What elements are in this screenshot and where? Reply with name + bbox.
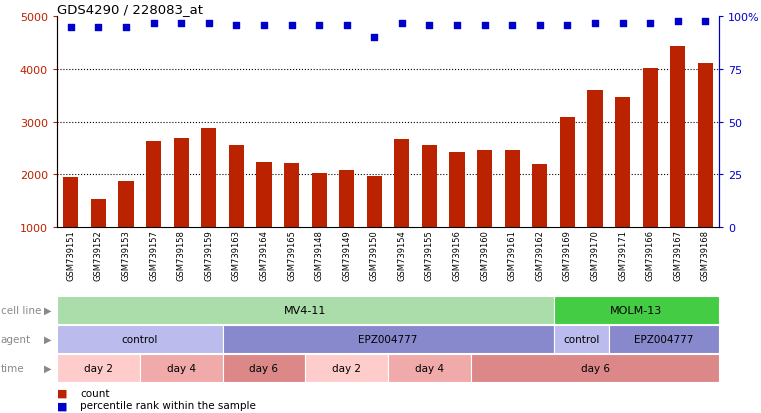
Bar [339,171,355,280]
Text: cell line: cell line [1,305,41,315]
Bar [367,177,382,280]
Point [533,22,546,29]
Bar [642,69,658,280]
Point [368,35,380,42]
Point [644,20,656,27]
Text: day 4: day 4 [167,363,196,373]
Text: MV4-11: MV4-11 [284,305,326,315]
Bar [560,118,575,280]
Point [479,22,491,29]
Text: ▶: ▶ [43,363,51,373]
Point [451,22,463,29]
Bar [532,164,547,280]
Point [506,22,518,29]
Point [341,22,353,29]
Text: EPZ004777: EPZ004777 [358,334,418,344]
Point [202,20,215,27]
Bar [174,139,189,280]
Bar [670,47,686,280]
Text: agent: agent [1,334,31,344]
Bar [587,91,603,280]
Bar [229,145,244,280]
Point [65,24,77,31]
Text: day 6: day 6 [250,363,279,373]
Text: GDS4290 / 228083_at: GDS4290 / 228083_at [57,3,203,16]
Bar [394,140,409,280]
Text: day 4: day 4 [415,363,444,373]
Bar [284,163,299,280]
Text: percentile rank within the sample: percentile rank within the sample [80,400,256,410]
Point [672,18,684,25]
Point [562,22,574,29]
Point [423,22,435,29]
Text: control: control [563,334,600,344]
Bar [615,97,630,280]
Bar [91,199,106,280]
Point [285,22,298,29]
Point [396,20,408,27]
Text: EPZ004777: EPZ004777 [634,334,694,344]
Bar [311,173,326,280]
Point [231,22,243,29]
Bar [256,162,272,280]
Text: time: time [1,363,24,373]
Point [92,24,104,31]
Bar [477,151,492,280]
Text: ■: ■ [57,388,68,398]
Point [699,18,712,25]
Point [589,20,601,27]
Point [616,20,629,27]
Text: day 2: day 2 [333,363,361,373]
Bar [146,142,161,280]
Text: day 2: day 2 [84,363,113,373]
Point [120,24,132,31]
Bar [119,182,134,280]
Text: day 6: day 6 [581,363,610,373]
Bar [505,151,520,280]
Text: count: count [80,388,110,398]
Text: ▶: ▶ [43,334,51,344]
Text: MOLM-13: MOLM-13 [610,305,663,315]
Point [313,22,325,29]
Bar [450,153,465,280]
Point [148,20,160,27]
Bar [63,177,78,280]
Bar [698,64,713,280]
Bar [422,145,437,280]
Point [258,22,270,29]
Text: control: control [122,334,158,344]
Text: ▶: ▶ [43,305,51,315]
Bar [201,129,216,280]
Text: ■: ■ [57,400,68,410]
Point [175,20,187,27]
